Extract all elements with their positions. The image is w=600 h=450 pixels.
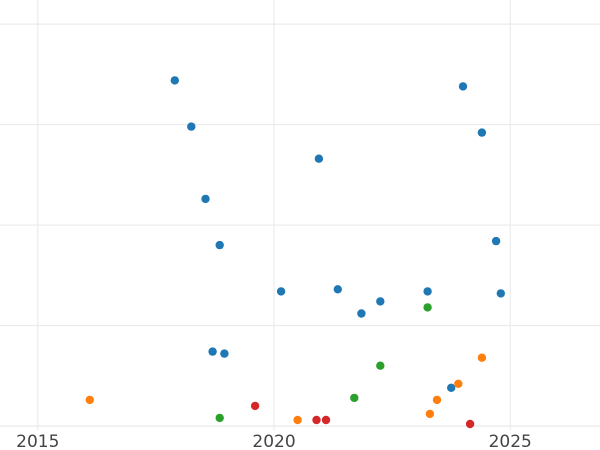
data-point bbox=[350, 393, 359, 403]
data-point bbox=[447, 383, 456, 392]
data-point bbox=[170, 76, 179, 85]
data-point bbox=[314, 154, 324, 163]
data-point bbox=[333, 285, 342, 294]
data-point bbox=[215, 240, 224, 250]
data-point bbox=[376, 297, 385, 306]
data-point bbox=[276, 287, 286, 296]
data-point bbox=[432, 395, 442, 405]
data-point bbox=[220, 349, 229, 358]
data-point bbox=[477, 128, 487, 137]
data-point bbox=[465, 419, 475, 429]
data-point bbox=[423, 303, 432, 312]
data-point bbox=[454, 379, 463, 388]
data-point bbox=[458, 82, 468, 91]
x-tick-labels: 2015 2020 2025 bbox=[16, 432, 532, 450]
data-point bbox=[376, 361, 385, 370]
x-tick-label: 2025 bbox=[489, 432, 532, 450]
data-point bbox=[321, 415, 331, 425]
x-gridlines bbox=[37, 0, 511, 430]
data-point bbox=[208, 347, 217, 356]
data-point bbox=[312, 415, 321, 425]
data-point bbox=[496, 289, 505, 298]
data-points bbox=[85, 76, 505, 429]
x-tick-label: 2020 bbox=[252, 432, 295, 450]
data-point bbox=[293, 415, 302, 425]
data-point bbox=[187, 122, 196, 131]
data-point bbox=[201, 194, 210, 204]
data-point bbox=[85, 395, 95, 405]
data-point bbox=[477, 353, 487, 362]
y-gridlines bbox=[0, 23, 600, 427]
data-point bbox=[357, 309, 366, 318]
data-point bbox=[423, 287, 432, 296]
x-tick-label: 2015 bbox=[16, 432, 59, 450]
data-point bbox=[425, 409, 435, 419]
data-point bbox=[250, 401, 260, 411]
data-point bbox=[215, 413, 224, 423]
data-point bbox=[491, 236, 501, 246]
